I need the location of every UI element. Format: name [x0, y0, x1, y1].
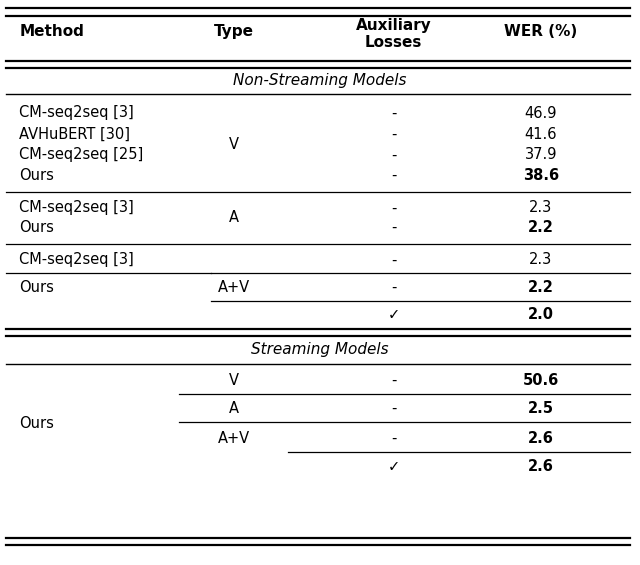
Text: WER (%): WER (%)	[504, 24, 577, 38]
Text: AVHuBERT [30]: AVHuBERT [30]	[19, 127, 130, 142]
Text: Method: Method	[19, 24, 84, 38]
Text: ✓: ✓	[387, 459, 400, 474]
Text: 2.6: 2.6	[528, 431, 554, 446]
Text: Streaming Models: Streaming Models	[251, 342, 389, 357]
Text: A: A	[228, 401, 239, 416]
Text: CM-seq2seq [3]: CM-seq2seq [3]	[19, 201, 134, 215]
Text: CM-seq2seq [3]: CM-seq2seq [3]	[19, 106, 134, 120]
Text: -: -	[391, 253, 396, 267]
Text: -: -	[391, 401, 396, 416]
Text: 2.0: 2.0	[528, 307, 554, 322]
Text: 46.9: 46.9	[525, 106, 557, 120]
Text: 2.3: 2.3	[529, 201, 552, 215]
Text: -: -	[391, 168, 396, 182]
Text: 2.2: 2.2	[528, 280, 554, 295]
Text: Ours: Ours	[19, 416, 54, 431]
Text: ✓: ✓	[387, 307, 400, 322]
Text: Non-Streaming Models: Non-Streaming Models	[233, 73, 407, 88]
Text: 2.2: 2.2	[528, 220, 554, 234]
Text: -: -	[391, 147, 396, 162]
Text: V: V	[228, 373, 239, 388]
Text: A+V: A+V	[218, 280, 250, 295]
Text: -: -	[391, 280, 396, 295]
Text: -: -	[391, 431, 396, 446]
Text: A+V: A+V	[218, 431, 250, 446]
Text: 2.6: 2.6	[528, 459, 554, 474]
Text: CM-seq2seq [25]: CM-seq2seq [25]	[19, 147, 143, 162]
Text: -: -	[391, 106, 396, 120]
Text: -: -	[391, 373, 396, 388]
Text: A: A	[228, 210, 239, 225]
Text: Ours: Ours	[19, 220, 54, 234]
Text: 2.5: 2.5	[528, 401, 554, 416]
Text: 38.6: 38.6	[523, 168, 559, 182]
Text: -: -	[391, 220, 396, 234]
Text: CM-seq2seq [3]: CM-seq2seq [3]	[19, 253, 134, 267]
Text: -: -	[391, 201, 396, 215]
Text: Type: Type	[214, 24, 253, 38]
Text: -: -	[391, 127, 396, 142]
Text: Auxiliary
Losses: Auxiliary Losses	[356, 18, 431, 50]
Text: 50.6: 50.6	[523, 373, 559, 388]
Text: Ours: Ours	[19, 280, 54, 295]
Text: Ours: Ours	[19, 168, 54, 182]
Text: 2.3: 2.3	[529, 253, 552, 267]
Text: 41.6: 41.6	[525, 127, 557, 142]
Text: V: V	[228, 137, 239, 151]
Text: 37.9: 37.9	[525, 147, 557, 162]
